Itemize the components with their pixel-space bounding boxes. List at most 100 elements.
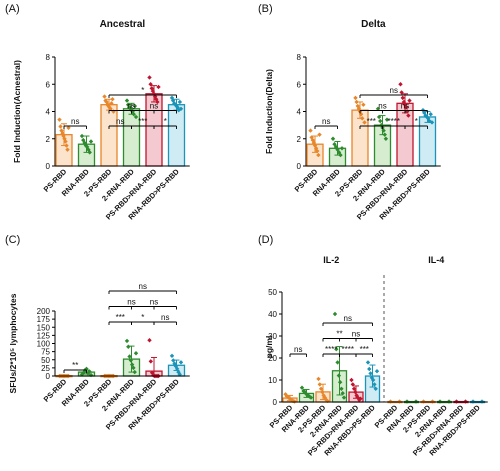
data-point: [147, 75, 152, 80]
y-tick-label: 40: [268, 310, 277, 319]
y-tick-label: 150: [37, 323, 51, 332]
sig-label: ns: [322, 117, 330, 126]
data-point: [403, 105, 409, 110]
data-point: [110, 97, 115, 102]
data-point: [340, 391, 345, 396]
data-point: [316, 152, 321, 158]
data-point: [64, 143, 69, 148]
data-point: [378, 118, 383, 124]
sig-label: ****: [325, 345, 337, 354]
data-point: [382, 132, 387, 137]
sig-label: ***: [138, 117, 147, 126]
sig-label: ns: [116, 117, 124, 126]
data-point: [62, 136, 67, 141]
data-point: [365, 360, 371, 365]
data-point: [171, 358, 176, 363]
y-tick-label: 2: [297, 135, 302, 144]
sig-label: ****: [388, 117, 400, 126]
data-point: [173, 364, 179, 369]
data-point: [372, 382, 377, 387]
y-tick-label: 20: [268, 354, 277, 363]
data-point: [351, 386, 357, 392]
sig-label: ***: [116, 313, 125, 322]
data-point: [177, 372, 182, 377]
sig-label: ns: [150, 102, 158, 111]
data-point: [316, 376, 321, 382]
y-tick-label: 4: [46, 108, 51, 117]
data-point: [367, 366, 372, 372]
data-point: [317, 382, 322, 387]
sig-label: **: [72, 361, 78, 370]
data-point: [360, 116, 365, 121]
data-point: [102, 94, 107, 99]
data-point: [86, 147, 91, 152]
data-point: [337, 380, 343, 385]
data-point: [108, 106, 113, 111]
y-axis-label: Fold Induction(Delta): [264, 69, 274, 154]
data-point: [169, 353, 175, 359]
data-point: [169, 95, 175, 101]
data-point: [384, 117, 390, 122]
data-point: [311, 140, 317, 146]
data-point: [330, 136, 336, 141]
data-point: [65, 147, 70, 152]
data-point: [339, 386, 344, 392]
data-point: [124, 338, 130, 344]
data-point: [398, 82, 403, 87]
data-point: [176, 107, 181, 113]
data-point: [353, 389, 358, 395]
group-title: IL-4: [428, 255, 444, 265]
sig-label: *: [415, 117, 418, 126]
data-point: [154, 97, 159, 102]
data-point: [128, 358, 134, 363]
sig-label: *: [141, 86, 144, 95]
data-point: [338, 152, 343, 158]
data-point: [155, 99, 160, 105]
data-point: [150, 88, 156, 94]
data-point: [373, 386, 378, 392]
data-point: [131, 112, 136, 117]
y-axis-label: SFUs/2*10⁵ lymphocytes: [8, 293, 18, 393]
y-axis-label: pg/ml: [264, 336, 274, 359]
data-point: [124, 98, 130, 103]
data-point: [429, 120, 435, 125]
data-point: [318, 386, 324, 392]
data-point: [148, 82, 153, 87]
y-tick-label: 2: [46, 135, 51, 144]
data-point: [320, 389, 325, 395]
y-axis-label: Fold Induction(Acnestral): [12, 60, 22, 163]
data-point: [88, 139, 94, 144]
y-tick-label: 4: [297, 108, 302, 117]
data-point: [335, 360, 340, 365]
data-point: [349, 377, 354, 383]
data-point: [147, 338, 152, 343]
y-tick-label: 0: [297, 162, 302, 171]
sig-label: ****: [342, 345, 354, 354]
data-point: [132, 103, 138, 109]
group-title: IL-2: [323, 255, 339, 265]
sig-label: ns: [127, 298, 135, 307]
data-point: [362, 120, 367, 125]
data-point: [79, 133, 85, 139]
data-point: [57, 117, 62, 122]
data-point: [63, 139, 68, 144]
y-tick-label: 6: [46, 80, 51, 89]
data-point: [61, 133, 66, 139]
data-point: [178, 360, 184, 365]
y-tick-label: 100: [37, 340, 51, 349]
data-point: [133, 114, 139, 120]
data-point: [399, 90, 404, 95]
data-point: [131, 365, 136, 371]
data-point: [376, 114, 382, 120]
data-point: [400, 95, 405, 101]
data-point: [178, 106, 184, 111]
chart-title: Ancestral: [100, 19, 146, 30]
data-point: [354, 99, 359, 105]
y-tick-label: 8: [297, 53, 302, 62]
data-point: [177, 99, 183, 105]
data-point: [339, 146, 345, 151]
data-point: [336, 373, 342, 378]
y-tick-label: 0: [46, 162, 51, 171]
